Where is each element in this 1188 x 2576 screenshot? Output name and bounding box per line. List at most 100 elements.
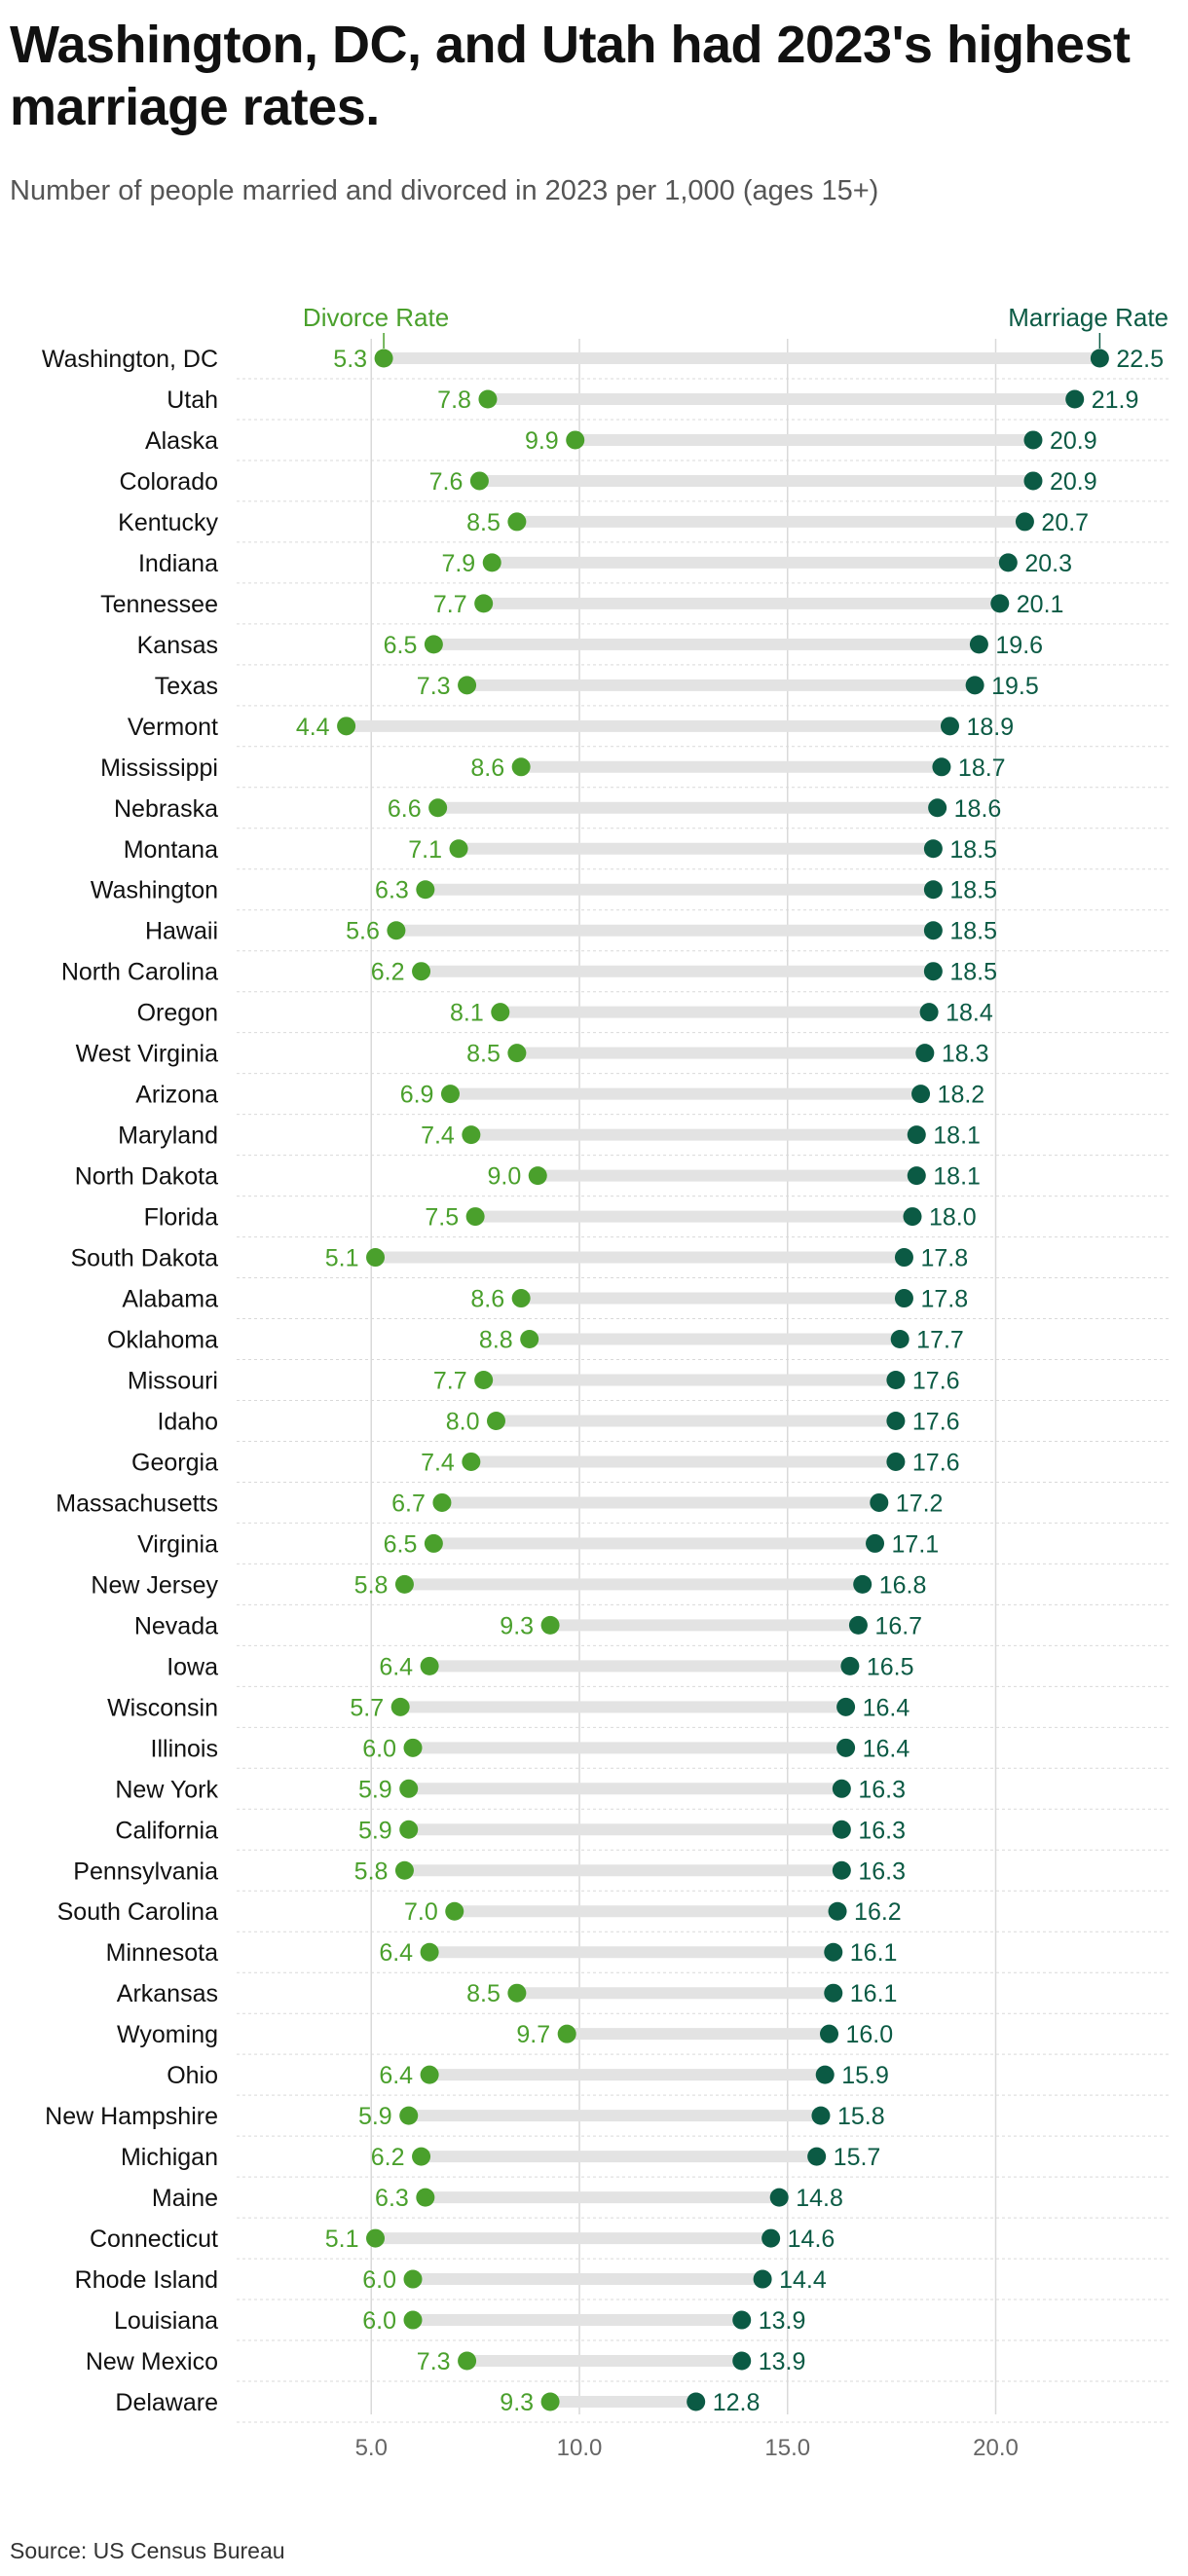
- divorce-rate-point: [412, 962, 431, 981]
- divorce-rate-point: [557, 2024, 576, 2043]
- marriage-rate-point: [907, 1125, 926, 1145]
- marriage-rate-point: [886, 1371, 906, 1389]
- divorce-rate-point: [394, 1860, 414, 1880]
- marriage-rate-point: [1090, 349, 1109, 368]
- marriage-rate-label: 19.6: [995, 632, 1043, 659]
- divorce-rate-point: [474, 594, 494, 613]
- state-label: North Dakota: [75, 1163, 218, 1191]
- divorce-rate-point: [416, 2188, 435, 2207]
- marriage-rate-point: [923, 839, 943, 859]
- marriage-rate-point: [732, 2351, 752, 2371]
- marriage-rate-point: [919, 1003, 939, 1022]
- marriage-rate-label: 16.5: [867, 1653, 914, 1680]
- divorce-rate-label: 7.7: [433, 1368, 467, 1395]
- divorce-rate-label: 7.9: [441, 550, 475, 577]
- divorce-rate-point: [428, 798, 448, 818]
- marriage-rate-label: 14.6: [788, 2226, 835, 2253]
- divorce-rate-point: [337, 717, 356, 736]
- state-label: Tennessee: [100, 591, 218, 618]
- divorce-rate-label: 6.4: [379, 1939, 413, 1967]
- divorce-rate-label: 8.5: [466, 1980, 501, 2007]
- marriage-rate-label: 18.7: [958, 754, 1006, 782]
- divorce-rate-label: 6.0: [362, 1735, 396, 1762]
- divorce-rate-point: [420, 2065, 439, 2084]
- marriage-rate-point: [832, 1779, 851, 1798]
- state-label: Kansas: [137, 632, 218, 659]
- marriage-rate-point: [866, 1533, 885, 1553]
- state-label: Delaware: [115, 2389, 218, 2416]
- divorce-rate-point: [458, 2351, 477, 2371]
- state-label: New Hampshire: [45, 2103, 218, 2130]
- marriage-rate-label: 12.8: [713, 2389, 761, 2416]
- state-label: Florida: [144, 1204, 219, 1232]
- state-label: Oklahoma: [107, 1327, 218, 1354]
- state-label: Idaho: [157, 1408, 218, 1435]
- divorce-rate-point: [528, 1166, 547, 1186]
- divorce-rate-point: [462, 1125, 481, 1145]
- state-label: Ohio: [167, 2062, 218, 2089]
- divorce-rate-label: 6.2: [371, 959, 405, 986]
- divorce-rate-label: 8.0: [446, 1408, 480, 1435]
- state-label: Iowa: [167, 1653, 218, 1680]
- marriage-rate-point: [903, 1207, 922, 1227]
- state-label: New Mexico: [86, 2348, 218, 2375]
- state-label: Maine: [152, 2185, 218, 2212]
- divorce-rate-label: 6.9: [400, 1082, 434, 1109]
- divorce-rate-point: [424, 635, 443, 654]
- marriage-rate-label: 18.1: [933, 1122, 981, 1150]
- divorce-rate-label: 5.8: [354, 1858, 389, 1885]
- marriage-rate-label: 15.9: [841, 2062, 889, 2089]
- marriage-rate-label: 14.4: [779, 2266, 827, 2294]
- marriage-rate-label: 13.9: [759, 2307, 806, 2335]
- page-subtitle: Number of people married and divorced in…: [10, 175, 879, 206]
- marriage-rate-label: 13.9: [759, 2348, 806, 2375]
- marriage-rate-label: 18.5: [949, 836, 997, 864]
- marriage-rate-point: [1023, 430, 1043, 450]
- state-label: Oregon: [137, 1000, 218, 1027]
- marriage-rate-label: 20.1: [1017, 591, 1064, 618]
- marriage-rate-point: [915, 1044, 935, 1063]
- divorce-rate-label: 6.4: [379, 1653, 413, 1680]
- marriage-rate-point: [923, 880, 943, 900]
- marriage-rate-point: [907, 1166, 926, 1186]
- divorce-rate-point: [491, 1003, 510, 1022]
- divorce-rate-label: 9.7: [516, 2021, 550, 2048]
- marriage-rate-point: [824, 1983, 843, 2003]
- marriage-rate-point: [1065, 389, 1085, 409]
- divorce-rate-point: [566, 430, 585, 450]
- divorce-rate-point: [416, 880, 435, 900]
- state-label: Virginia: [137, 1530, 218, 1558]
- divorce-rate-label: 5.7: [350, 1694, 384, 1721]
- marriage-rate-label: 17.1: [892, 1530, 940, 1558]
- divorce-rate-label: 6.0: [362, 2266, 396, 2294]
- marriage-rate-point: [886, 1452, 906, 1471]
- divorce-rate-point: [462, 1452, 481, 1471]
- state-label: Rhode Island: [75, 2266, 218, 2294]
- divorce-rate-point: [507, 1983, 527, 2003]
- divorce-rate-point: [540, 2392, 560, 2411]
- marriage-rate-point: [911, 1085, 931, 1104]
- chart-rows: Washington, DC 5.3 22.5 Utah 7.8 21.9 Alaska 9.…: [42, 346, 1164, 2416]
- divorce-rate-point: [540, 1615, 560, 1635]
- state-label: Illinois: [151, 1735, 218, 1762]
- divorce-rate-point: [474, 1371, 494, 1389]
- divorce-rate-label: 4.4: [296, 714, 330, 741]
- marriage-rate-label: 17.7: [916, 1327, 964, 1354]
- state-label: Mississippi: [100, 754, 218, 782]
- marriage-rate-label: 22.5: [1116, 346, 1164, 373]
- marriage-rate-point: [811, 2106, 831, 2125]
- marriage-rate-point: [840, 1656, 860, 1675]
- state-label: Washington, DC: [42, 346, 218, 373]
- marriage-rate-point: [832, 1820, 851, 1839]
- divorce-rate-label: 6.5: [384, 632, 418, 659]
- marriage-rate-label: 16.3: [858, 1776, 906, 1803]
- marriage-rate-label: 15.7: [834, 2144, 881, 2171]
- state-label: Maryland: [118, 1122, 218, 1150]
- marriage-rate-point: [836, 1738, 856, 1757]
- marriage-rate-label: 16.1: [850, 1980, 898, 2007]
- x-tick-label: 20.0: [973, 2435, 1019, 2461]
- state-label: New York: [115, 1776, 218, 1803]
- marriage-rate-point: [824, 1942, 843, 1962]
- state-label: California: [115, 1817, 218, 1844]
